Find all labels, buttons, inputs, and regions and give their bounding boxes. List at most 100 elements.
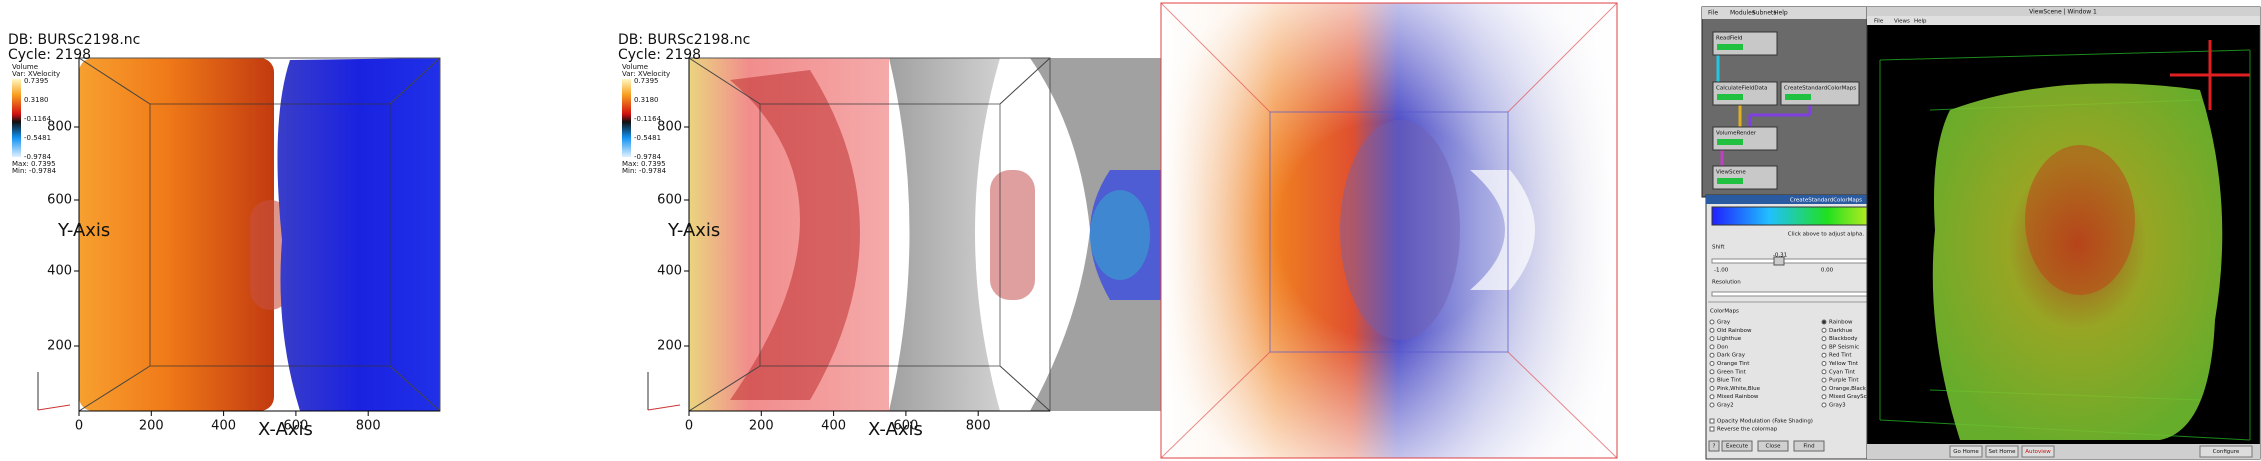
button[interactable] [2199, 445, 2253, 458]
colorbar [12, 79, 21, 157]
menu-item[interactable]: File [1874, 19, 1884, 25]
radio-button[interactable] [1709, 327, 1715, 333]
radio-button[interactable] [1709, 394, 1715, 400]
checkbox[interactable] [1709, 418, 1715, 424]
button-label[interactable]: Close [1766, 444, 1782, 450]
radio-button[interactable] [1709, 385, 1715, 391]
x-tick-label: 400 [821, 419, 846, 434]
checkbox[interactable] [1709, 426, 1715, 432]
button[interactable] [2021, 445, 2055, 458]
menu-item[interactable]: Modules [1730, 10, 1755, 17]
inner-box [759, 103, 1001, 367]
menu-item[interactable]: Subnets [1752, 10, 1776, 17]
radio-button[interactable] [1821, 344, 1827, 350]
colormap-option[interactable]: Gray [1717, 320, 1731, 326]
radio-button[interactable] [1709, 352, 1715, 358]
database-label: DB: BURSc2198.nc [618, 32, 750, 48]
legend-variable: Var: XVelocity [12, 70, 60, 78]
dialog-titlebar [1706, 195, 1947, 204]
box-edge [1160, 351, 1271, 459]
volume-gray [889, 58, 1000, 411]
colormap-option[interactable]: Old Rainbow [1717, 328, 1752, 334]
scale-label: 0.00 [1821, 268, 1834, 274]
radio-button[interactable] [1821, 352, 1827, 358]
radio-button[interactable] [1821, 336, 1827, 342]
radio-button[interactable] [1821, 394, 1827, 400]
colormap-option[interactable]: Gray2 [1717, 403, 1734, 409]
radio-button[interactable] [1709, 361, 1715, 366]
x-axis-title: X-Axis [868, 419, 923, 440]
button[interactable] [1949, 445, 1983, 458]
radio-button[interactable] [1709, 402, 1715, 408]
button[interactable] [1757, 440, 1789, 452]
radio-button[interactable] [1821, 327, 1827, 333]
radio-button[interactable] [1821, 377, 1827, 383]
button-label[interactable]: Execute [1726, 444, 1749, 450]
colormap-option[interactable]: Lighthue [1717, 336, 1742, 342]
colormap-option[interactable]: Orange Tint [1717, 361, 1750, 367]
colormap-option[interactable]: BP Seismic [1829, 344, 1859, 350]
module-name: VolumeRender [1716, 131, 1757, 137]
button-label[interactable]: ? [1713, 444, 1716, 450]
radio-button[interactable] [1709, 344, 1715, 350]
button[interactable] [1985, 445, 2019, 458]
button-label[interactable]: Set Home [1988, 449, 2016, 455]
checkbox-label[interactable]: Opacity Modulation (Fake Shading) [1717, 419, 1813, 425]
y-axis-title: Y-Axis [667, 220, 720, 241]
shift-value: -0.31 [1773, 253, 1787, 259]
button-label[interactable]: Configure [2213, 449, 2240, 455]
radio-button[interactable] [1709, 377, 1715, 383]
button[interactable] [1721, 440, 1753, 452]
checkbox-label[interactable]: Reverse the colormap [1717, 427, 1778, 433]
button-label[interactable]: Autoview [2025, 449, 2051, 455]
menu-item[interactable]: Help [1914, 19, 1927, 25]
triad-x [647, 404, 681, 411]
radio-button[interactable] [1709, 319, 1715, 325]
colormap-option[interactable]: Cyan Tint [1829, 369, 1856, 375]
radio-button[interactable] [1821, 361, 1827, 366]
colormap-option[interactable]: Mixed Rainbow [1717, 394, 1759, 400]
button-label[interactable]: Go Home [1953, 449, 1979, 455]
radio-button[interactable] [1821, 402, 1827, 408]
button-label[interactable]: Find [1803, 444, 1814, 450]
volume-froth [990, 170, 1035, 300]
wire-box [1879, 49, 2251, 61]
button[interactable] [1708, 440, 1720, 452]
slider-thumb[interactable] [1773, 256, 1785, 266]
colormap-option[interactable]: Don [1717, 344, 1729, 350]
menu-item[interactable]: Help [1774, 10, 1788, 17]
colormap-option[interactable]: Green Tint [1717, 369, 1747, 375]
colormap-option[interactable]: Orange,Black,Lime [1829, 386, 1882, 392]
hint: Click above to adjust alpha. [1788, 232, 1865, 238]
legend-min: Min: -0.9784 [622, 167, 667, 175]
colormap-option[interactable]: Rainbow [1829, 320, 1853, 326]
menu-item[interactable]: Views [1894, 19, 1910, 25]
radio-button[interactable] [1821, 369, 1827, 375]
colormap-option[interactable]: Dark Gray [1717, 353, 1746, 359]
module-progress [1717, 94, 1743, 100]
colormap-option[interactable]: Pink,White,Blue [1717, 386, 1761, 392]
radio-button[interactable] [1709, 336, 1715, 342]
legend-tick-label: 0.3180 [634, 96, 659, 104]
colormap-option[interactable]: Purple Tint [1829, 378, 1859, 384]
triad-x [37, 404, 71, 411]
x-axis-title: X-Axis [258, 419, 313, 440]
colormap-option[interactable]: Blackbody [1829, 336, 1858, 342]
colormap-option[interactable]: Red Tint [1829, 353, 1852, 359]
y-tick-label: 200 [47, 339, 72, 354]
colormap-option[interactable]: Yellow Tint [1828, 361, 1859, 367]
button[interactable] [1793, 440, 1825, 452]
colormap-option[interactable]: Gray3 [1829, 403, 1846, 409]
radio-button[interactable] [1709, 369, 1715, 375]
box-edge [389, 365, 441, 412]
radio-button[interactable] [1821, 385, 1827, 391]
box-edge [999, 365, 1051, 412]
radio-button[interactable] [1821, 319, 1827, 325]
menu-item[interactable]: File [1708, 10, 1718, 17]
inner-box [1269, 111, 1509, 353]
colormap-option[interactable]: Darkhue [1829, 328, 1853, 334]
colormap-option[interactable]: Mixed GrayScale [1829, 394, 1876, 400]
colormap-option[interactable]: Blue Tint [1717, 378, 1742, 384]
y-tick-label: 600 [657, 193, 682, 208]
y-tick-label: 400 [47, 264, 72, 279]
